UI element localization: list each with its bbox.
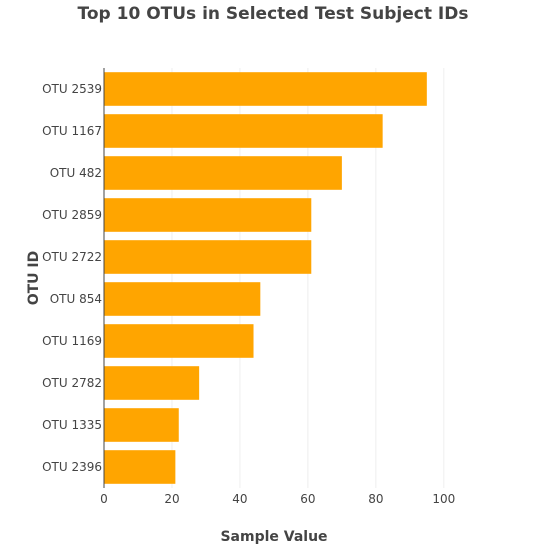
bars [104, 72, 427, 484]
chart-title: Top 10 OTUs in Selected Test Subject IDs [78, 4, 469, 24]
bar [104, 366, 200, 400]
y-tick-label: OTU 2396 [42, 460, 102, 474]
x-tick-label: 60 [300, 492, 315, 506]
y-axis-title: OTU ID [26, 251, 42, 306]
bar [104, 324, 254, 358]
bar [104, 450, 176, 484]
y-tick-label: OTU 1169 [42, 334, 102, 348]
x-tick-label: 100 [432, 492, 455, 506]
y-tick-label: OTU 2722 [42, 250, 102, 264]
x-tick-label: 20 [164, 492, 179, 506]
x-axis-title: Sample Value [220, 529, 327, 545]
y-axis-ticks: OTU 2539 OTU 1167 OTU 482 OTU 2859 OTU 2722 O… [42, 82, 102, 474]
x-tick-label: 80 [368, 492, 383, 506]
bar [104, 72, 427, 106]
y-tick-label: OTU 1167 [42, 124, 102, 138]
y-tick-label: OTU 482 [50, 166, 102, 180]
y-tick-label: OTU 2539 [42, 82, 102, 96]
bar [104, 240, 312, 274]
bar [104, 198, 312, 232]
x-tick-label: 0 [100, 492, 108, 506]
bar [104, 282, 261, 316]
y-tick-label: OTU 2782 [42, 376, 102, 390]
y-tick-label: OTU 1335 [42, 418, 102, 432]
bar [104, 114, 383, 148]
y-tick-label: OTU 854 [50, 292, 102, 306]
x-axis-ticks: 0 20 40 60 80 100 [100, 492, 455, 506]
bar [104, 408, 179, 442]
y-tick-label: OTU 2859 [42, 208, 102, 222]
bar [104, 156, 342, 190]
x-tick-label: 40 [232, 492, 247, 506]
